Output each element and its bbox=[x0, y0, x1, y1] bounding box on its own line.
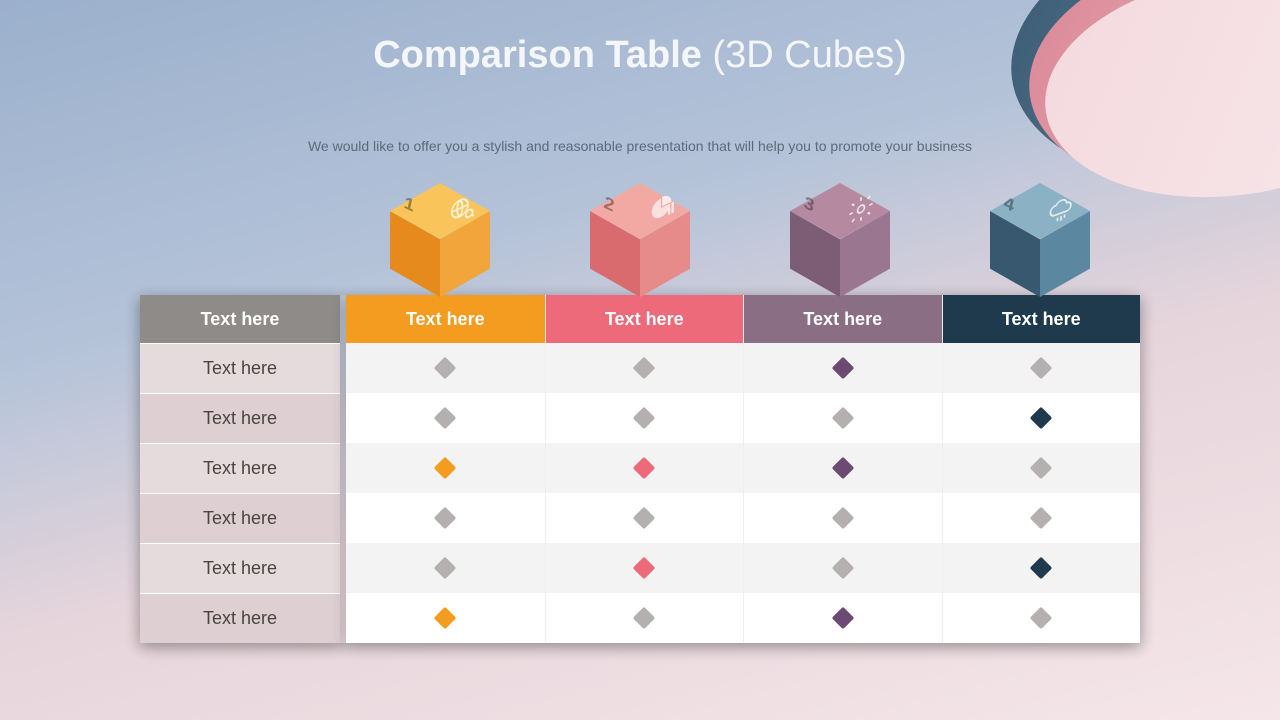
comparison-stage: 1234 Text here Text hereText hereText he… bbox=[140, 295, 1140, 643]
comparison-table: Text here Text hereText hereText hereTex… bbox=[140, 295, 1140, 643]
table-cell bbox=[743, 393, 942, 443]
labels-header: Text here bbox=[140, 295, 340, 343]
data-column-1: Text here bbox=[346, 295, 545, 643]
cube-3: 3 bbox=[740, 190, 940, 300]
title-paren: (3D Cubes) bbox=[712, 34, 906, 76]
cube-2: 2 bbox=[540, 190, 740, 300]
column-header: Text here bbox=[545, 295, 744, 343]
table-cell bbox=[942, 443, 1141, 493]
data-columns: Text hereText hereText hereText here bbox=[346, 295, 1140, 643]
table-cell bbox=[346, 343, 545, 393]
row-labels-column: Text here Text hereText hereText hereTex… bbox=[140, 295, 340, 643]
diamond-icon bbox=[831, 357, 854, 380]
table-cell bbox=[545, 443, 744, 493]
title-main: Comparison Table bbox=[373, 34, 712, 76]
column-header: Text here bbox=[942, 295, 1141, 343]
data-column-4: Text here bbox=[942, 295, 1141, 643]
row-label: Text here bbox=[140, 493, 340, 543]
diamond-icon bbox=[434, 607, 457, 630]
row-label: Text here bbox=[140, 543, 340, 593]
cube-4: 4 bbox=[940, 190, 1140, 300]
diamond-icon bbox=[633, 457, 656, 480]
table-cell bbox=[545, 393, 744, 443]
row-label: Text here bbox=[140, 443, 340, 493]
table-cell bbox=[545, 593, 744, 643]
table-cell bbox=[545, 493, 744, 543]
diamond-icon bbox=[831, 607, 854, 630]
table-cell bbox=[743, 593, 942, 643]
diamond-icon bbox=[633, 407, 656, 430]
table-cell bbox=[743, 543, 942, 593]
diamond-icon bbox=[1030, 357, 1053, 380]
cube-number-3: 3 bbox=[804, 192, 814, 218]
table-cell bbox=[942, 593, 1141, 643]
column-header: Text here bbox=[346, 295, 545, 343]
page-title: Comparison Table (3D Cubes) bbox=[0, 34, 1280, 77]
cube-number-1: 1 bbox=[404, 192, 414, 218]
table-cell bbox=[346, 543, 545, 593]
data-column-2: Text here bbox=[545, 295, 744, 643]
table-cell bbox=[346, 393, 545, 443]
diamond-icon bbox=[633, 557, 656, 580]
table-cell bbox=[942, 393, 1141, 443]
diamond-icon bbox=[633, 357, 656, 380]
table-cell bbox=[545, 543, 744, 593]
cube-1: 1 bbox=[340, 190, 540, 300]
table-cell bbox=[942, 493, 1141, 543]
diamond-icon bbox=[434, 557, 457, 580]
diamond-icon bbox=[434, 357, 457, 380]
diamond-icon bbox=[1030, 457, 1053, 480]
table-cell bbox=[346, 593, 545, 643]
table-cell bbox=[346, 443, 545, 493]
diamond-icon bbox=[1030, 607, 1053, 630]
column-header: Text here bbox=[743, 295, 942, 343]
data-column-3: Text here bbox=[743, 295, 942, 643]
cube-number-4: 4 bbox=[1004, 192, 1014, 218]
table-cell bbox=[942, 543, 1141, 593]
diamond-icon bbox=[434, 457, 457, 480]
diamond-icon bbox=[831, 457, 854, 480]
table-cell bbox=[346, 493, 545, 543]
table-cell bbox=[743, 343, 942, 393]
row-label: Text here bbox=[140, 593, 340, 643]
subtitle: We would like to offer you a stylish and… bbox=[0, 138, 1280, 154]
diamond-icon bbox=[1030, 507, 1053, 530]
row-label: Text here bbox=[140, 343, 340, 393]
table-cell bbox=[743, 493, 942, 543]
diamond-icon bbox=[434, 507, 457, 530]
diamond-icon bbox=[1030, 557, 1053, 580]
cube-number-2: 2 bbox=[604, 192, 614, 218]
row-label: Text here bbox=[140, 393, 340, 443]
diamond-icon bbox=[434, 407, 457, 430]
cube-row: 1 2 3 4 bbox=[340, 190, 1140, 300]
diamond-icon bbox=[633, 607, 656, 630]
diamond-icon bbox=[633, 507, 656, 530]
table-cell bbox=[545, 343, 744, 393]
diamond-icon bbox=[831, 557, 854, 580]
diamond-icon bbox=[831, 407, 854, 430]
table-cell bbox=[942, 343, 1141, 393]
diamond-icon bbox=[831, 507, 854, 530]
table-cell bbox=[743, 443, 942, 493]
diamond-icon bbox=[1030, 407, 1053, 430]
